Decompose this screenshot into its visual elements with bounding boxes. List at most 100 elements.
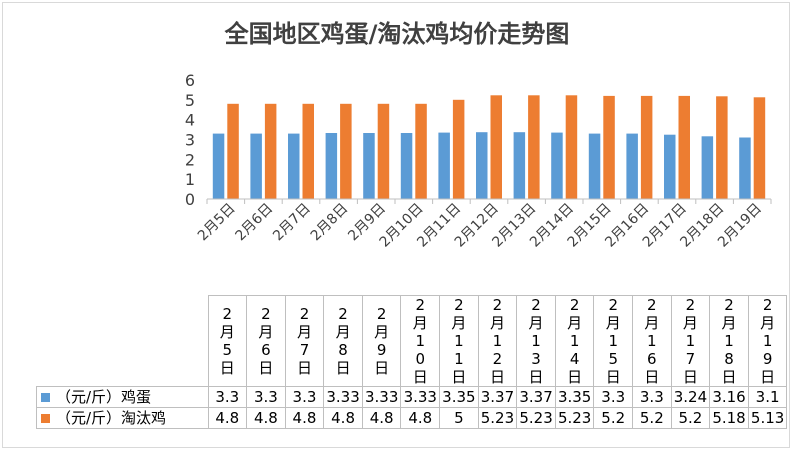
table-cell: 4.8 [246,407,286,429]
table-category-header: 2月9日 [361,295,402,387]
bar-culled-hen [603,95,615,199]
bar-culled-hen [753,97,766,199]
table-cell: 3.33 [323,386,363,408]
category-label: 2月8日 [335,305,351,377]
table-cell: 3.37 [477,386,518,408]
x-tick-label: 2月7日 [270,201,314,245]
table-cell: 5.23 [477,407,518,429]
table-cell: 5.2 [593,407,634,429]
bar-culled-hen [377,103,390,199]
y-tick-label: 2 [185,150,195,169]
category-label: 2月11日 [451,296,467,386]
bar-culled-hen [490,95,502,199]
bar-egg [739,137,751,199]
table-category-header: 2月5日 [207,295,248,387]
table-category-header: 2月8日 [323,295,363,387]
table-cell: 4.8 [361,407,402,429]
chart-title: 全国地区鸡蛋/淘汰鸡均价走势图 [224,20,570,48]
category-label: 2月10日 [412,296,428,386]
bar-culled-hen [264,103,277,199]
bar-culled-hen [227,103,239,199]
category-label: 2月14日 [567,296,583,386]
bar-culled-hen [452,99,465,199]
series-name: （元/斤）淘汰鸡 [56,409,167,427]
bar-egg [250,133,262,199]
table-cell: 3.3 [593,386,634,408]
table-cell: 5.23 [516,407,556,429]
bar-egg [664,134,676,199]
table-header-row: 2月5日 2月6日 2月7日 2月8日 2月9日 2月10日 2月11日 2月12日 2月13日… [36,295,788,387]
table-cell: 3.3 [632,386,672,408]
table-category-header: 2月15日 [593,295,634,387]
table-category-header: 2月17日 [670,295,711,387]
x-axis: 2月5日2月6日2月7日2月8日2月9日2月10日2月11日2月12日2月13日… [195,198,772,251]
table-cell: 3.33 [400,386,441,408]
table-row: （元/斤）鸡蛋 3.3 3.3 3.3 3.33 3.33 3.33 3.35 3.37 3.37… [36,386,788,408]
table-cell: 3.1 [747,386,788,408]
category-label: 2月7日 [296,305,312,377]
table-cell: 3.3 [207,386,248,408]
table-category-header: 2月10日 [400,295,441,387]
table-cell: 3.24 [670,386,711,408]
table-category-header: 2月12日 [477,295,518,387]
y-tick-label: 3 [185,131,195,150]
table-cell: 3.16 [709,386,749,408]
bar-egg [551,132,563,199]
table-corner [36,295,209,387]
bar-culled-hen [678,95,690,199]
y-tick-label: 6 [185,71,195,90]
bars [212,95,766,199]
table-cell: 3.37 [516,386,556,408]
bar-culled-hen [716,96,728,199]
category-label: 2月16日 [644,296,660,386]
table-category-header: 2月16日 [632,295,672,387]
bar-culled-hen [528,95,540,199]
y-tick-label: 1 [185,170,195,189]
bar-egg [513,132,526,199]
series-label: （元/斤）鸡蛋 [36,386,209,408]
x-tick-label: 2月8日 [308,201,352,245]
data-table: 2月5日 2月6日 2月7日 2月8日 2月9日 2月10日 2月11日 2月12日 2月13日… [36,295,788,429]
bar-egg [325,133,338,199]
x-tick-label: 2月6日 [233,201,277,245]
bar-egg [400,133,413,199]
table-cell: 5.2 [670,407,711,429]
table-cell: 4.8 [284,407,325,429]
table-cell: 5.2 [632,407,672,429]
table-cell: 3.3 [284,386,325,408]
y-tick-label: 5 [185,91,195,110]
table-category-header: 2月6日 [246,295,286,387]
table-category-header: 2月11日 [439,295,479,387]
category-label: 2月6日 [258,305,274,377]
table-category-header: 2月19日 [747,295,788,387]
legend-swatch [41,393,50,402]
y-tick-label: 4 [185,111,195,130]
legend-swatch [41,414,50,423]
category-label: 2月12日 [489,296,505,386]
bar-egg [212,133,225,199]
bar-egg [476,132,488,199]
table-cell: 4.8 [207,407,248,429]
bar-egg [288,133,300,199]
category-label: 2月5日 [219,305,235,377]
category-label: 2月17日 [682,296,698,386]
table-cell: 5.13 [747,407,788,429]
bar-culled-hen [640,95,653,199]
series-name: （元/斤）鸡蛋 [56,388,152,406]
table-cell: 4.8 [400,407,441,429]
table-cell: 3.33 [361,386,402,408]
table-cell: 3.35 [554,386,595,408]
bar-culled-hen [340,103,352,199]
table-cell: 5.23 [554,407,595,429]
bar-culled-hen [415,103,427,199]
bar-culled-hen [302,103,314,199]
bar-egg [363,133,375,199]
table-cell: 5.18 [709,407,749,429]
category-label: 2月9日 [374,305,390,377]
table-cell: 3.35 [439,386,479,408]
category-label: 2月19日 [760,296,776,386]
bar-culled-hen [565,95,578,199]
series-label: （元/斤）淘汰鸡 [36,407,209,429]
